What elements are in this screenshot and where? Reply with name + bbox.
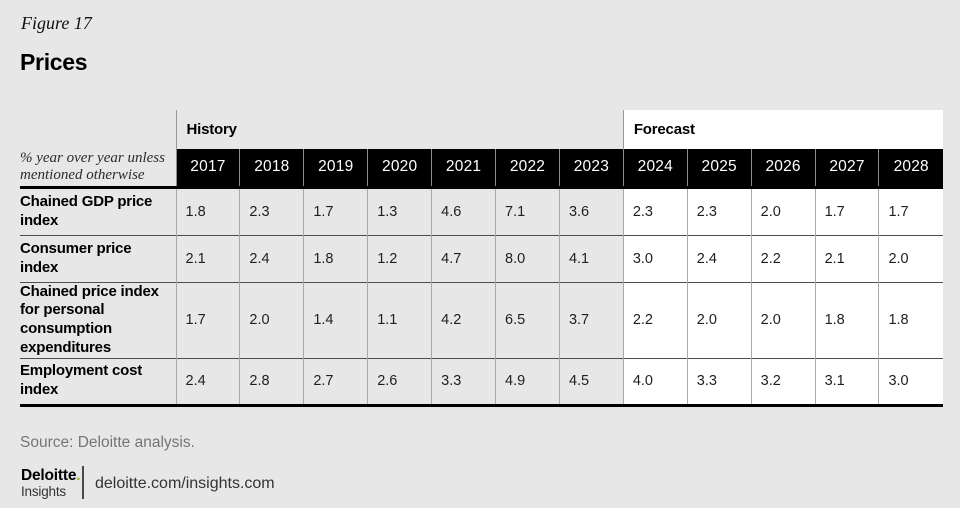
value-cell-2023-row2: 3.7: [558, 281, 624, 358]
brand-wordmark-text: Deloitte: [21, 467, 77, 484]
year-header-2019: 2019: [303, 149, 368, 189]
value-cell-2023-row3: 4.5: [558, 357, 624, 407]
value-cell-2019-row1: 1.8: [303, 234, 368, 282]
value-cell-2019-row3: 2.7: [303, 357, 368, 407]
value-cell-2023-row1: 4.1: [558, 234, 624, 282]
value-cell-2024-row3: 4.0: [622, 357, 688, 407]
value-cell-2025-row1: 2.4: [686, 234, 752, 282]
brand-insights-label: Insights: [21, 483, 66, 499]
value-cell-2028-row2: 1.8: [878, 281, 943, 358]
row-label: Employment cost index: [20, 357, 176, 407]
row-label: Consumer price index: [20, 234, 176, 282]
table-row: Consumer price index 2.1 2.4 1.8 1.2 4.7 8.0 4.…: [20, 234, 943, 282]
corner-note: % year over year unless mentioned otherw…: [20, 149, 176, 189]
footer-divider: [82, 466, 84, 499]
value-cell-2020-row0: 1.3: [367, 187, 432, 235]
year-header-2020: 2020: [367, 149, 432, 189]
table-row: Chained GDP price index 1.8 2.3 1.7 1.3 4.6 7.…: [20, 187, 943, 235]
row-label: Chained price index for personal consump…: [20, 281, 176, 358]
value-cell-2024-row1: 3.0: [622, 234, 688, 282]
value-cell-2020-row1: 1.2: [367, 234, 432, 282]
brand-wordmark: Deloitte.: [21, 467, 81, 484]
value-cell-2019-row0: 1.7: [303, 187, 368, 235]
deloitte-green-dot: .: [76, 467, 81, 484]
value-cell-2020-row3: 2.6: [367, 357, 432, 407]
table-row: Chained price index for personal consump…: [20, 281, 943, 358]
source-note: Source: Deloitte analysis.: [20, 434, 195, 451]
corner-blank: [20, 110, 176, 149]
value-cell-2027-row2: 1.8: [814, 281, 879, 358]
value-cell-2017-row1: 2.1: [175, 234, 240, 282]
value-cell-2017-row2: 1.7: [175, 281, 240, 358]
year-header-2025: 2025: [686, 149, 752, 189]
value-cell-2026-row2: 2.0: [750, 281, 816, 358]
deloitte-insights-logo: Deloitte. Insights: [21, 467, 81, 499]
value-cell-2028-row0: 1.7: [878, 187, 943, 235]
value-cell-2025-row0: 2.3: [686, 187, 752, 235]
value-cell-2027-row1: 2.1: [814, 234, 879, 282]
value-cell-2021-row1: 4.7: [431, 234, 496, 282]
year-header-2022: 2022: [495, 149, 560, 189]
group-header-history: History: [175, 110, 624, 149]
value-cell-2021-row3: 3.3: [431, 357, 496, 407]
value-cell-2027-row3: 3.1: [814, 357, 879, 407]
value-cell-2024-row2: 2.2: [622, 281, 688, 358]
value-cell-2020-row2: 1.1: [367, 281, 432, 358]
figure-label: Figure 17: [21, 13, 92, 33]
year-header-2018: 2018: [239, 149, 304, 189]
value-cell-2021-row2: 4.2: [431, 281, 496, 358]
value-cell-2026-row3: 3.2: [750, 357, 816, 407]
value-cell-2018-row1: 2.4: [239, 234, 304, 282]
value-cell-2018-row0: 2.3: [239, 187, 304, 235]
value-cell-2022-row1: 8.0: [495, 234, 560, 282]
value-cell-2026-row1: 2.2: [750, 234, 816, 282]
year-header-2021: 2021: [431, 149, 496, 189]
value-cell-2026-row0: 2.0: [750, 187, 816, 235]
group-header-row: History Forecast: [20, 110, 943, 149]
year-header-2017: 2017: [175, 149, 240, 189]
group-header-forecast: Forecast: [622, 110, 943, 149]
row-label: Chained GDP price index: [20, 192, 153, 229]
value-cell-2021-row0: 4.6: [431, 187, 496, 235]
year-header-2024: 2024: [622, 149, 688, 189]
year-header-2023: 2023: [558, 149, 624, 189]
footer-url: deloitte.com/insights.com: [95, 475, 275, 492]
value-cell-2019-row2: 1.4: [303, 281, 368, 358]
value-cell-2027-row0: 1.7: [814, 187, 879, 235]
value-cell-2017-row0: 1.8: [175, 187, 240, 235]
value-cell-2025-row2: 2.0: [686, 281, 752, 358]
value-cell-2023-row0: 3.6: [558, 187, 624, 235]
value-cell-2022-row3: 4.9: [495, 357, 560, 407]
value-cell-2022-row0: 7.1: [495, 187, 560, 235]
value-cell-2028-row1: 2.0: [878, 234, 943, 282]
year-header-2028: 2028: [878, 149, 943, 189]
value-cell-2017-row3: 2.4: [175, 357, 240, 407]
value-cell-2025-row3: 3.3: [686, 357, 752, 407]
value-cell-2018-row2: 2.0: [239, 281, 304, 358]
page-title: Prices: [20, 49, 88, 75]
value-cell-2022-row2: 6.5: [495, 281, 560, 358]
year-header-2027: 2027: [814, 149, 879, 189]
year-header-2026: 2026: [750, 149, 816, 189]
table-row: Employment cost index 2.4 2.8 2.7 2.6 3.3 4.9 4…: [20, 357, 943, 407]
value-cell-2028-row3: 3.0: [878, 357, 943, 407]
value-cell-2024-row0: 2.3: [622, 187, 688, 235]
year-header-row: % year over year unless mentioned otherw…: [20, 149, 943, 189]
value-cell-2018-row3: 2.8: [239, 357, 304, 407]
prices-table: History Forecast % year over year unless…: [20, 110, 943, 407]
